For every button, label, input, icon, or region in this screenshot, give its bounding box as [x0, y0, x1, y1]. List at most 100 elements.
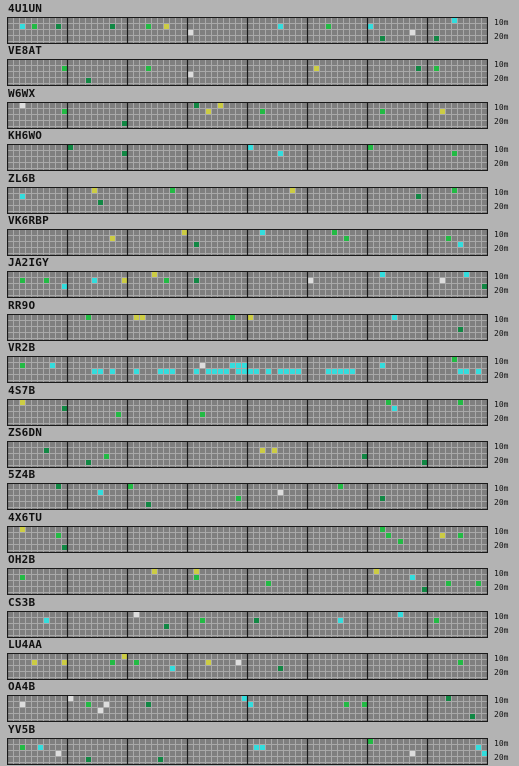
station-row: VE8AT 10m 20m	[0, 45, 519, 87]
propagation-spot	[38, 744, 43, 750]
propagation-spot	[68, 145, 73, 151]
propagation-spot	[56, 532, 61, 538]
propagation-spot	[380, 526, 385, 532]
callsign-label: LU4AA	[8, 638, 43, 651]
propagation-spot	[338, 484, 343, 490]
propagation-spot	[104, 454, 109, 459]
propagation-spot	[200, 363, 205, 369]
propagation-grid	[7, 144, 488, 172]
propagation-spot	[344, 702, 349, 708]
station-row: 4X6TU 10m 20m	[0, 510, 519, 554]
propagation-spot	[164, 623, 169, 629]
propagation-spot	[476, 581, 481, 587]
propagation-grid	[7, 59, 488, 87]
band-label-20m: 20m	[494, 668, 509, 677]
propagation-spot	[338, 369, 343, 375]
propagation-spot	[194, 575, 199, 581]
propagation-spot	[104, 702, 109, 708]
propagation-spot	[152, 569, 157, 575]
propagation-spot	[254, 617, 259, 623]
propagation-grid	[7, 737, 488, 765]
propagation-spot	[20, 399, 25, 405]
propagation-spot	[188, 30, 193, 35]
station-row: KH6WO 10m 20m	[0, 130, 519, 172]
callsign-label: OH2B	[8, 553, 36, 567]
band-label-20m: 20m	[494, 540, 509, 550]
station-row: VR2B 10m 20m	[0, 342, 519, 384]
propagation-spot	[98, 369, 103, 375]
propagation-grid	[7, 568, 488, 596]
callsign-label: KH6WO	[8, 129, 43, 143]
propagation-spot	[344, 236, 349, 241]
propagation-spot	[110, 660, 115, 665]
callsign-label: JA2IGY	[8, 256, 49, 270]
band-label-10m: 10m	[494, 314, 509, 324]
propagation-spot	[164, 24, 169, 29]
propagation-spot	[164, 369, 169, 375]
propagation-spot	[194, 569, 199, 575]
propagation-spot	[44, 617, 49, 623]
propagation-spot	[368, 24, 373, 29]
propagation-spot	[20, 193, 25, 199]
propagation-spot	[332, 369, 337, 375]
propagation-spot	[260, 448, 265, 453]
propagation-spot	[62, 284, 67, 290]
propagation-spot	[98, 708, 103, 714]
callsign-label: CS3B	[8, 595, 36, 609]
band-label-10m: 10m	[494, 569, 509, 579]
propagation-spot	[98, 490, 103, 496]
propagation-spot	[362, 702, 367, 708]
propagation-grid	[7, 610, 488, 638]
propagation-spot	[230, 363, 235, 369]
propagation-spot	[416, 66, 421, 72]
callsign-label: 4X6TU	[8, 510, 43, 524]
station-row: 4U1UN 10m 20m	[0, 3, 519, 45]
propagation-spot	[326, 24, 331, 29]
propagation-spot	[446, 236, 451, 241]
band-label-10m: 10m	[494, 738, 509, 748]
propagation-spot	[452, 151, 457, 157]
band-label-10m: 10m	[494, 145, 509, 155]
propagation-spot	[86, 460, 91, 465]
propagation-spot	[326, 369, 331, 375]
propagation-grid	[7, 101, 488, 129]
propagation-spot	[434, 617, 439, 623]
propagation-spot	[116, 411, 121, 417]
propagation-spot	[452, 357, 457, 363]
propagation-spot	[110, 236, 115, 241]
propagation-spot	[110, 24, 115, 29]
band-label-20m: 20m	[494, 625, 509, 635]
propagation-spot	[62, 405, 67, 411]
propagation-spot	[152, 272, 157, 278]
band-label-20m: 20m	[494, 244, 509, 253]
station-row: RR9O 10m 20m	[0, 299, 519, 342]
propagation-spot	[332, 230, 337, 235]
band-label-10m: 10m	[494, 611, 509, 621]
propagation-spot	[170, 369, 175, 375]
propagation-spot	[392, 405, 397, 411]
propagation-spot	[146, 702, 151, 708]
band-label-10m: 10m	[494, 654, 509, 663]
propagation-spot	[338, 617, 343, 623]
band-label-20m: 20m	[494, 413, 509, 423]
propagation-spot	[20, 575, 25, 581]
callsign-label: YV5B	[8, 722, 36, 736]
propagation-spot	[146, 24, 151, 29]
propagation-spot	[56, 484, 61, 490]
propagation-spot	[308, 278, 313, 284]
propagation-grid	[7, 229, 488, 256]
propagation-spot	[92, 187, 97, 193]
propagation-spot	[242, 363, 247, 369]
band-label-20m: 20m	[494, 74, 509, 84]
callsign-label: ZS6DN	[8, 426, 43, 439]
propagation-spot	[368, 145, 373, 151]
propagation-spot	[20, 363, 25, 369]
propagation-spot	[86, 314, 91, 320]
propagation-spot	[200, 617, 205, 623]
propagation-spot	[236, 363, 241, 369]
propagation-spot	[218, 369, 223, 375]
propagation-spot	[278, 24, 283, 29]
propagation-spot	[422, 460, 427, 465]
propagation-grid	[7, 483, 488, 511]
band-label-10m: 10m	[494, 272, 509, 282]
